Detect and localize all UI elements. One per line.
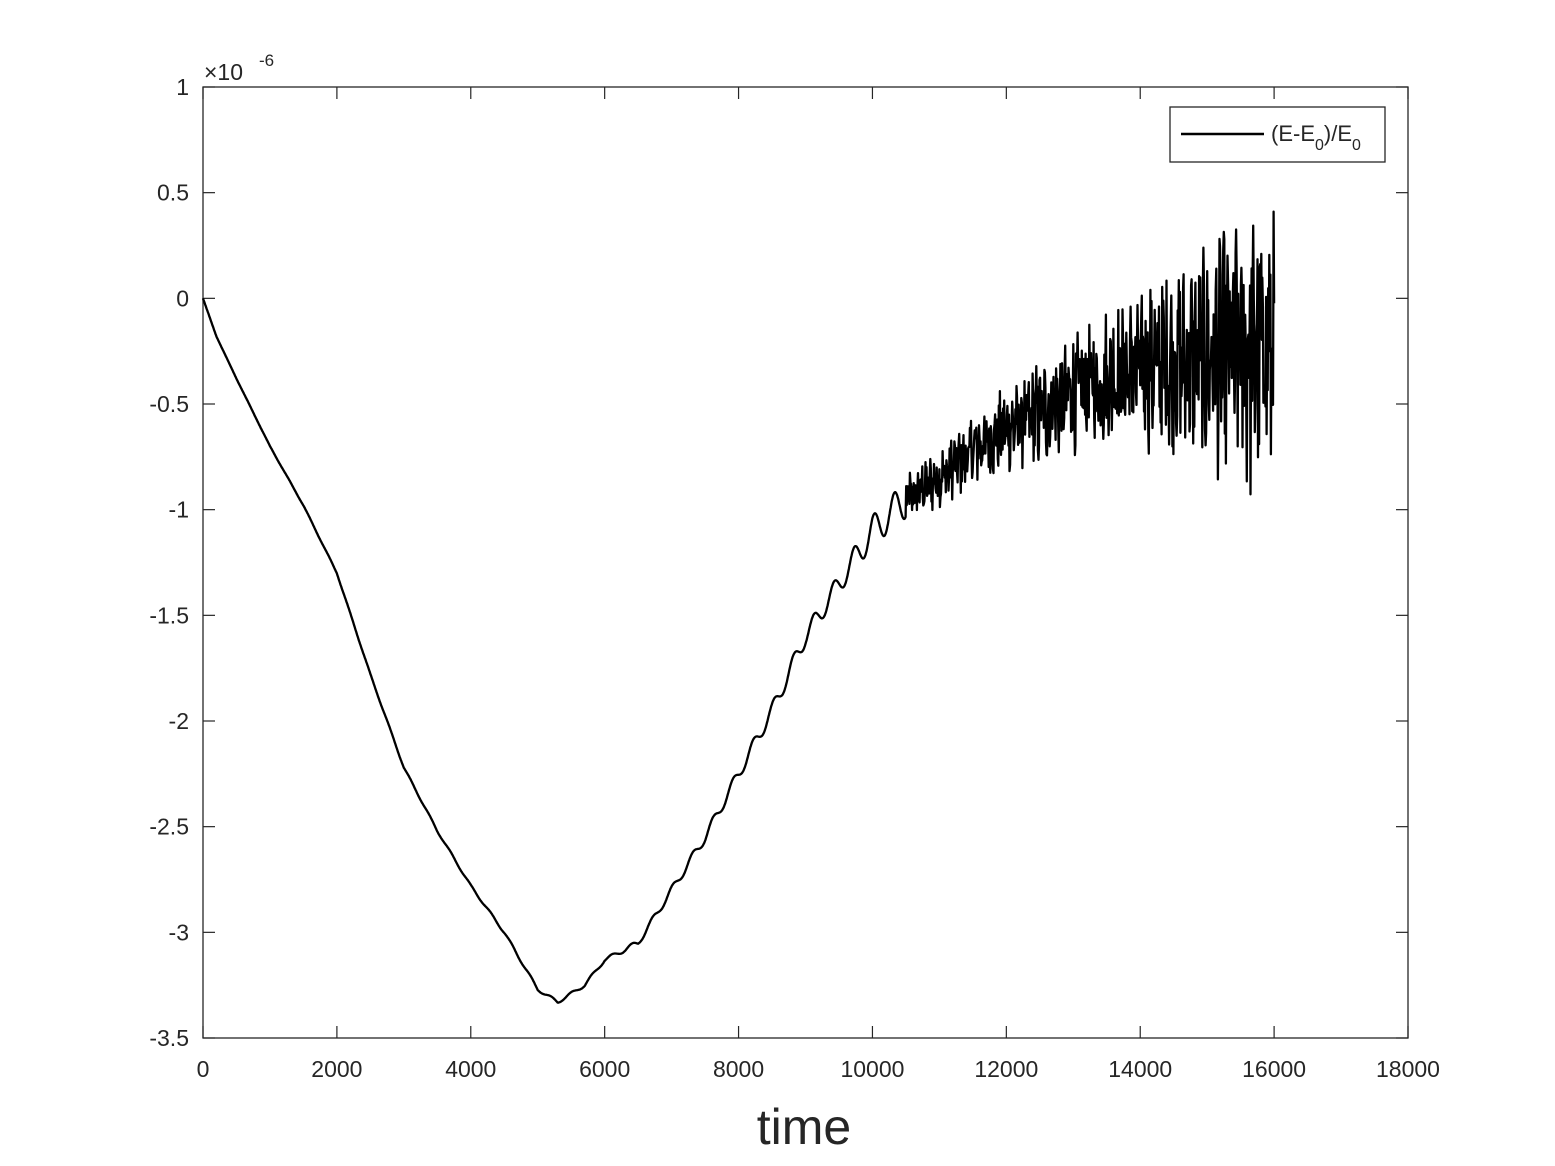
y-tick-label: -2.5: [149, 814, 189, 840]
series-line-energy-error: [201, 210, 1276, 1004]
series-group: [201, 210, 1276, 1004]
y-tick-label: 0.5: [157, 180, 189, 206]
y-tick-label: -2: [169, 708, 189, 734]
legend: (E-E0)/E0: [1169, 106, 1386, 163]
x-axis-label: time: [757, 1099, 851, 1155]
y-exponent-power: -6: [259, 51, 274, 70]
y-tick-label: 0: [176, 285, 189, 311]
plot-axes: 0 2000 4000 6000 8000 10000 12000 14000 16000 180…: [149, 74, 1440, 1082]
plot-frame: [202, 86, 1409, 1039]
legend-label: (E-E0)/E0: [1271, 121, 1361, 154]
y-tick-label: -0.5: [149, 391, 189, 417]
y-tick-label: -1: [169, 497, 189, 523]
y-exponent: ×10 -6: [204, 51, 274, 85]
y-tick-label: -1.5: [149, 602, 189, 628]
x-tick-label: 4000: [445, 1056, 496, 1082]
x-tick-label: 10000: [840, 1056, 904, 1082]
y-tick-label: -3: [169, 919, 189, 945]
y-tick-label: 1: [176, 74, 189, 100]
x-tick-label: 18000: [1376, 1056, 1440, 1082]
x-tick-label: 0: [197, 1056, 210, 1082]
x-tick-label: 8000: [713, 1056, 764, 1082]
x-tick-label: 14000: [1108, 1056, 1172, 1082]
y-tick-label: -3.5: [149, 1025, 189, 1051]
y-exponent-base: ×10: [204, 59, 243, 85]
x-tick-label: 16000: [1242, 1056, 1306, 1082]
x-tick-label: 12000: [974, 1056, 1038, 1082]
x-tick-label: 6000: [579, 1056, 630, 1082]
x-tick-label: 2000: [311, 1056, 362, 1082]
